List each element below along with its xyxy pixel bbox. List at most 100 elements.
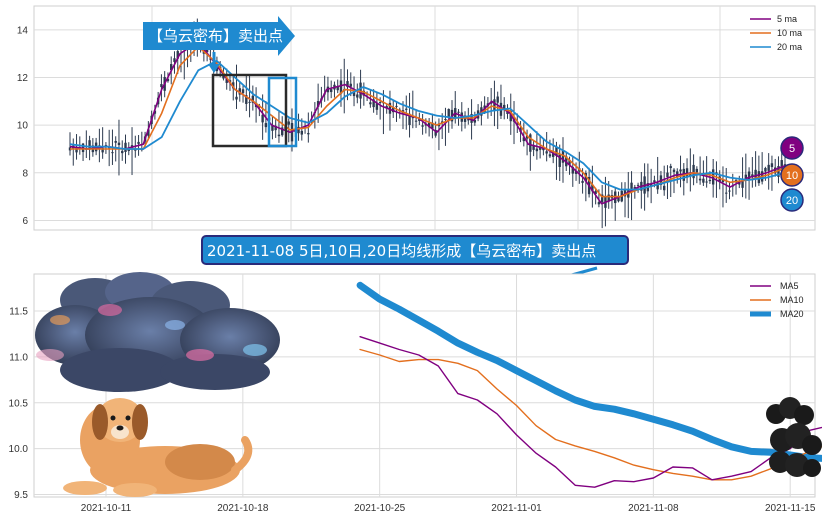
- top-panel: 6 8 10 12 14 【乌云密布】卖出点 5 ma 10 ma 20 ma 5: [17, 5, 816, 231]
- top-candles: [68, 18, 787, 229]
- candle-body: [264, 123, 268, 128]
- candle-body: [378, 102, 382, 104]
- candle-body: [656, 182, 659, 190]
- bottom-ma-lines: [356, 281, 822, 488]
- candle-body: [176, 51, 179, 59]
- candle-body: [764, 167, 767, 172]
- candle-body: [316, 100, 320, 107]
- candle-body: [166, 78, 170, 82]
- candle-body: [170, 64, 173, 71]
- candle-body: [414, 120, 418, 122]
- candle-body: [297, 126, 300, 134]
- candle-body: [728, 190, 731, 192]
- candle-body: [525, 135, 529, 139]
- center-banner-text: 2021-11-08 5日,10日,20日均线形成【乌云密布】卖出点: [207, 242, 596, 260]
- bottom-series-line-ma10: [359, 348, 822, 481]
- candle-body: [121, 150, 124, 154]
- storm-cloud-illustration: [35, 272, 280, 392]
- candle-body: [444, 118, 447, 120]
- candle-body: [411, 117, 415, 119]
- candle-body: [669, 166, 672, 169]
- legend-label-ma20: MA20: [780, 309, 804, 319]
- candle-body: [718, 176, 721, 183]
- candle-body: [248, 101, 251, 103]
- top-series-line-3: [69, 59, 786, 191]
- candle-body: [117, 142, 121, 146]
- bottom-y-tick-label: 11.5: [9, 307, 28, 318]
- candle-body: [672, 169, 676, 172]
- candle-body: [173, 58, 176, 62]
- candle-body: [496, 96, 499, 103]
- candle-body: [663, 185, 666, 191]
- candle-body: [695, 168, 699, 173]
- candle-body: [770, 163, 774, 168]
- candle-body: [101, 148, 104, 153]
- candle-body: [421, 125, 424, 127]
- candle-body: [780, 160, 783, 171]
- candle-body: [245, 95, 248, 104]
- candle-body: [600, 194, 604, 203]
- candle-body: [568, 159, 571, 165]
- candle-body: [702, 178, 705, 183]
- candle-body: [467, 119, 470, 121]
- candle-body: [509, 111, 512, 122]
- candle-body: [251, 95, 255, 103]
- candle-body: [725, 192, 728, 194]
- bottom-y-tick-label: 10.5: [9, 398, 29, 409]
- candle-body: [111, 152, 114, 154]
- candle-body: [300, 130, 304, 135]
- candle-body: [653, 180, 656, 183]
- legend-label-20ma: 20 ma: [777, 42, 802, 52]
- bottom-x-tick-labels: 2021-10-11 2021-10-18 2021-10-25 2021-11-01…: [81, 503, 816, 514]
- top-series-line-2: [70, 45, 786, 198]
- candle-body: [277, 134, 281, 137]
- candle-body: [349, 83, 352, 87]
- top-legend: 5 ma 10 ma 20 ma: [750, 14, 802, 52]
- candle-body: [369, 102, 372, 105]
- candle-body: [561, 150, 565, 163]
- candle-body: [545, 151, 548, 154]
- candle-body: [235, 96, 238, 100]
- candle-body: [232, 82, 235, 89]
- candle-body: [408, 113, 411, 125]
- candle-body: [767, 164, 770, 171]
- candle-body: [666, 172, 669, 178]
- top-y-tick-label: 12: [17, 73, 29, 84]
- candle-body: [339, 80, 343, 94]
- candle-body: [503, 104, 506, 109]
- candle-body: [405, 108, 408, 110]
- candle-body: [88, 140, 91, 150]
- candle-body: [649, 184, 653, 186]
- candle-body: [418, 118, 421, 121]
- candle-body: [721, 179, 725, 183]
- candle-body: [388, 102, 392, 114]
- candle-body: [124, 142, 127, 152]
- candle-body: [434, 130, 437, 136]
- candle-body: [287, 121, 290, 125]
- candle-body: [447, 109, 450, 117]
- candle-body: [574, 170, 578, 174]
- candle-body: [607, 194, 610, 202]
- candle-body: [225, 78, 228, 83]
- candle-body: [532, 145, 535, 150]
- candle-body: [457, 111, 460, 113]
- candle-body: [744, 174, 748, 180]
- candle-body: [356, 94, 359, 98]
- top-y-tick-labels: 6 8 10 12 14: [17, 25, 29, 227]
- candle-body: [346, 81, 349, 88]
- candle-body: [705, 181, 708, 183]
- candle-body: [473, 120, 477, 123]
- candle-body: [352, 90, 356, 97]
- top-y-tick-label: 10: [17, 121, 29, 132]
- candle-body: [307, 132, 310, 135]
- candle-body: [281, 127, 284, 136]
- top-y-tick-label: 6: [22, 216, 28, 227]
- bottom-series-line-ma20: [356, 281, 822, 462]
- candle-body: [597, 202, 601, 205]
- candle-body: [238, 88, 241, 95]
- candle-body: [594, 191, 597, 195]
- badge-20-label: 20: [786, 195, 798, 207]
- candle-body: [747, 171, 751, 180]
- candle-body: [591, 184, 594, 192]
- candle-body: [711, 169, 715, 185]
